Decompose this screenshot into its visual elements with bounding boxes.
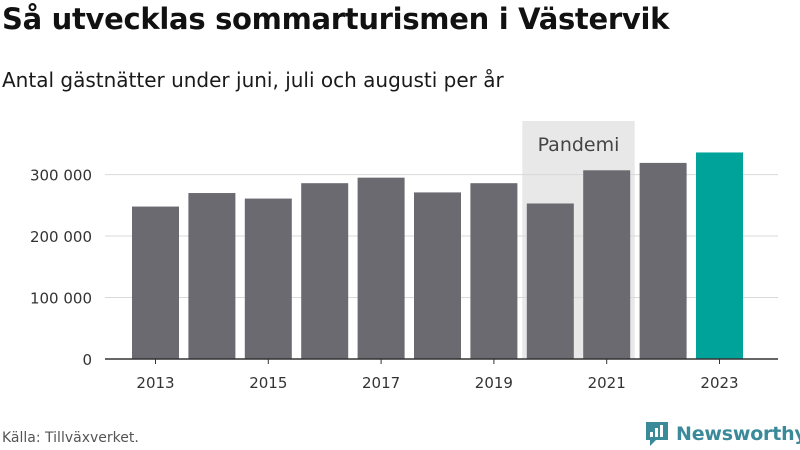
bar-2020	[526, 203, 574, 359]
newsworthy-logo: Newsworthy	[644, 419, 800, 449]
bar-2013	[132, 206, 179, 359]
bar-2014	[188, 193, 236, 359]
bar-2021	[583, 170, 631, 359]
newsworthy-logo-text: Newsworthy	[676, 423, 800, 445]
x-tick-label: 2015	[249, 374, 287, 392]
chart-title: Så utvecklas sommarturismen i Västervik	[2, 2, 670, 36]
x-tick-label: 2023	[700, 374, 738, 392]
bar-2023	[696, 152, 743, 359]
x-tick-label: 2019	[475, 374, 513, 392]
chart-subtitle: Antal gästnätter under juni, juli och au…	[2, 68, 504, 92]
bar-2017	[357, 177, 405, 359]
bar-2016	[301, 183, 349, 359]
pandemic-label: Pandemi	[538, 134, 620, 156]
bar-2019	[470, 183, 518, 359]
x-tick-label: 2017	[362, 374, 400, 392]
newsworthy-logo-icon	[646, 422, 668, 446]
bar-2018	[414, 192, 461, 359]
y-tick-label: 0	[82, 351, 92, 369]
bar-2015	[244, 198, 292, 359]
y-tick-label: 300 000	[30, 167, 92, 185]
bar-2022	[639, 162, 687, 359]
x-tick-label: 2021	[588, 374, 626, 392]
bar-chart: Pandemi 0 100 000 200 000 300 000 2013 2015 201…	[30, 121, 778, 392]
source-note: Källa: Tillväxverket.	[2, 430, 139, 446]
y-tick-label: 200 000	[30, 228, 92, 246]
y-tick-label: 100 000	[30, 290, 92, 308]
x-tick-label: 2013	[136, 374, 174, 392]
